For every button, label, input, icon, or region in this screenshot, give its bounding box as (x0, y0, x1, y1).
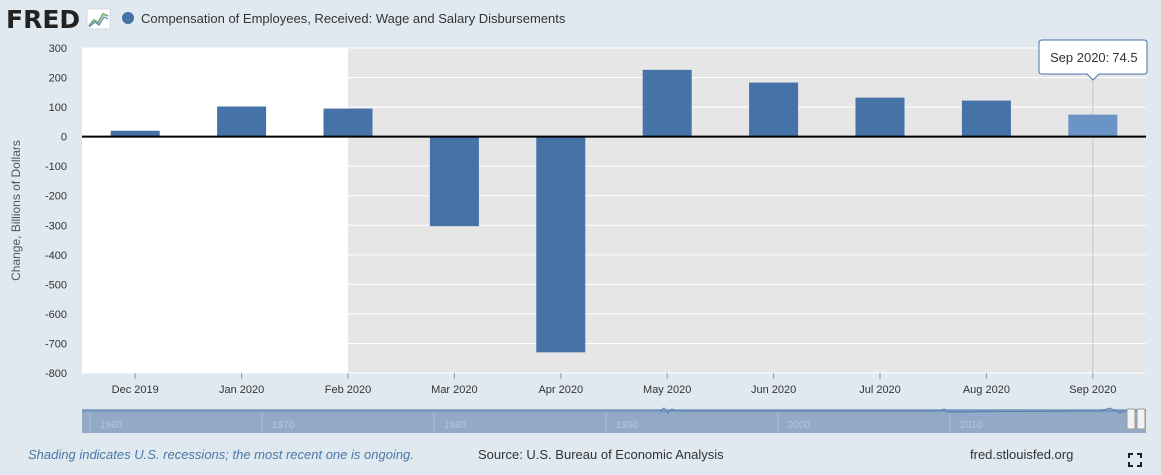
x-axis-ticks: Dec 2019 Jan 2020 Feb 2020 Mar 2020 Apr 2020… (112, 373, 1116, 396)
bar[interactable] (642, 69, 692, 137)
site-url[interactable]: fred.stlouisfed.org (970, 447, 1074, 462)
y-tick-label: -300 (45, 220, 67, 232)
navigator-year-label: 2010 (960, 420, 983, 431)
y-tick-label: -500 (45, 279, 67, 291)
y-tick-label: 0 (61, 132, 67, 144)
y-tick-label: -700 (45, 338, 67, 350)
legend-label: Compensation of Employees, Received: Wag… (141, 11, 566, 26)
navigator-year-label: 1960 (100, 420, 123, 431)
y-tick-label: -600 (45, 309, 67, 321)
bar[interactable] (1068, 114, 1118, 137)
navigator-year-labels: 1960 1970 1980 1990 2000 2010 (89, 413, 983, 433)
fullscreen-icon[interactable] (1128, 453, 1142, 467)
navigator-handle-left[interactable] (1126, 408, 1136, 430)
bar[interactable] (323, 108, 373, 137)
bar[interactable] (536, 136, 586, 353)
fred-logo[interactable]: FRED (6, 5, 111, 34)
y-tick-label: 200 (49, 73, 67, 85)
navigator-year-label: 1970 (272, 420, 295, 431)
y-axis-label: Change, Billions of Dollars (9, 140, 23, 281)
bar[interactable] (429, 136, 479, 227)
bar[interactable] (855, 97, 905, 137)
tooltip-text: Sep 2020: 74.5 (1050, 50, 1138, 65)
y-tick-label: -100 (45, 161, 67, 173)
tooltip-label: Sep 2020: (1050, 50, 1109, 65)
x-tick-label: Jul 2020 (859, 384, 901, 396)
navigator-year-label: 2000 (788, 420, 811, 431)
x-tick-label: Aug 2020 (963, 384, 1010, 396)
bar[interactable] (749, 82, 799, 137)
navigator-track (82, 409, 1146, 433)
legend-marker (122, 12, 134, 24)
tooltip-value: 74.5 (1112, 50, 1137, 65)
x-tick-label: May 2020 (643, 384, 691, 396)
x-tick-label: Feb 2020 (325, 384, 371, 396)
navigator-spikes (659, 407, 1129, 414)
bar[interactable] (961, 100, 1011, 137)
bars (110, 69, 1118, 353)
y-tick-label: -200 (45, 191, 67, 203)
source-note: Source: U.S. Bureau of Economic Analysis (478, 447, 724, 462)
logo-chart-icon (86, 8, 111, 30)
navigator-year-label: 1980 (444, 420, 467, 431)
navigator-year-label: 1990 (616, 420, 639, 431)
y-tick-label: -800 (45, 368, 67, 380)
y-tick-label: -400 (45, 250, 67, 262)
x-tick-label: Dec 2019 (112, 384, 159, 396)
x-tick-label: Sep 2020 (1069, 384, 1116, 396)
bar[interactable] (110, 130, 160, 137)
bar[interactable] (217, 106, 267, 137)
x-tick-label: Jan 2020 (219, 384, 264, 396)
recession-note: Shading indicates U.S. recessions; the m… (28, 447, 414, 462)
x-tick-label: Mar 2020 (431, 384, 477, 396)
x-tick-label: Jun 2020 (751, 384, 796, 396)
navigator[interactable]: 1960 1970 1980 1990 2000 2010 (82, 407, 1146, 433)
y-tick-label: 100 (49, 102, 67, 114)
y-tick-label: 300 (49, 43, 67, 55)
logo-text: FRED (6, 5, 80, 34)
tooltip: Sep 2020: 74.5 (1038, 39, 1148, 81)
y-axis-ticks: 300 200 100 0 -100 -200 -300 -400 -500 -600 -700 -8… (45, 43, 67, 380)
x-tick-label: Apr 2020 (538, 384, 583, 396)
recession-shading (348, 48, 1146, 373)
navigator-handle-right[interactable] (1136, 408, 1146, 430)
